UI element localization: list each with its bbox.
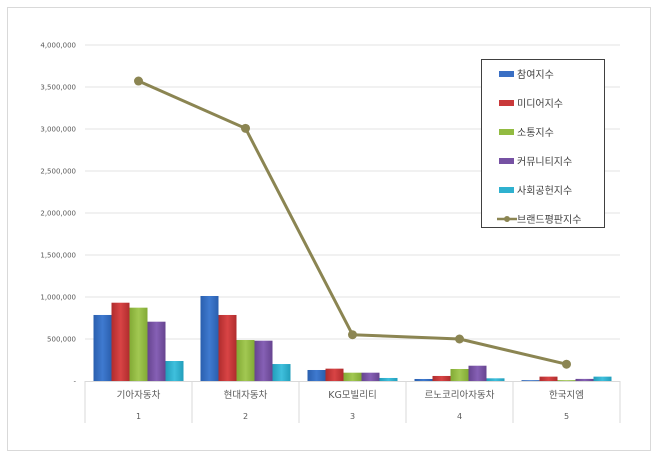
y-tick-label: 1,000,000 (40, 294, 76, 302)
line-marker (348, 330, 357, 340)
legend-label: 소통지수 (517, 127, 554, 139)
bar (361, 372, 380, 381)
bar (165, 361, 184, 381)
y-tick-label: 2,500,000 (40, 168, 76, 176)
x-category-label: 한국지엠 (549, 389, 584, 401)
bar (147, 321, 166, 381)
legend-label: 미디어지수 (517, 98, 563, 110)
x-category-label: 르노코리아자동차 (425, 389, 495, 401)
y-tick-label: 4,000,000 (40, 42, 76, 50)
bar (200, 295, 219, 381)
bar (539, 376, 558, 381)
legend-swatch (499, 187, 514, 193)
y-tick-label: - (73, 378, 76, 386)
x-rank-label: 2 (243, 412, 248, 421)
bar (218, 314, 237, 381)
bar (575, 378, 594, 381)
bar (557, 380, 576, 382)
x-axis: 기아자동차 1 현대자동차 2 KG모빌리티 3 르노코리아자동차 4 한국지엠 5 (84, 381, 621, 423)
bar (379, 377, 398, 381)
bar (343, 372, 362, 381)
bar (129, 307, 148, 381)
line-marker (455, 334, 464, 344)
bar (325, 368, 344, 381)
bar (521, 380, 540, 382)
bar (593, 376, 612, 381)
y-tick-label: 3,000,000 (40, 126, 76, 134)
legend-marker (504, 216, 510, 222)
bar-series (93, 295, 612, 382)
line-marker (562, 359, 571, 369)
line-marker (241, 123, 250, 133)
x-rank-label: 1 (136, 412, 141, 421)
y-tick-label: 1,500,000 (40, 252, 76, 260)
legend-label: 참여지수 (517, 69, 554, 81)
x-rank-label: 3 (350, 412, 355, 421)
legend-swatch (499, 158, 514, 164)
y-axis: - 500,000 1,000,000 1,500,000 2,000,000 2,500… (40, 42, 76, 386)
bar (414, 378, 433, 381)
legend-label: 브랜드평판지수 (517, 214, 581, 226)
x-category-label: 기아자동차 (117, 389, 161, 401)
x-rank-label: 5 (564, 412, 569, 421)
y-tick-label: 2,000,000 (40, 210, 76, 218)
bar (307, 369, 326, 381)
bar (236, 340, 255, 381)
bar (486, 378, 505, 381)
bar (93, 314, 112, 381)
y-tick-label: 500,000 (47, 336, 76, 344)
x-rank-label: 4 (457, 412, 462, 421)
bar (450, 368, 469, 381)
line-series-brand-reputation (134, 76, 571, 369)
x-category-label: KG모빌리티 (328, 390, 377, 401)
bar (468, 365, 487, 381)
bar (254, 340, 273, 381)
legend-label: 커뮤니티지수 (517, 156, 572, 168)
legend-swatch (499, 71, 514, 77)
line-marker (134, 76, 143, 86)
bar (432, 375, 451, 381)
legend-label: 사회공헌지수 (517, 185, 572, 197)
bar (111, 302, 130, 381)
legend-swatch (499, 129, 514, 135)
x-category-label: 현대자동차 (224, 389, 268, 401)
legend-box (481, 59, 605, 228)
legend-swatch (499, 100, 514, 106)
y-tick-label: 3,500,000 (40, 84, 76, 92)
bar (272, 364, 291, 381)
